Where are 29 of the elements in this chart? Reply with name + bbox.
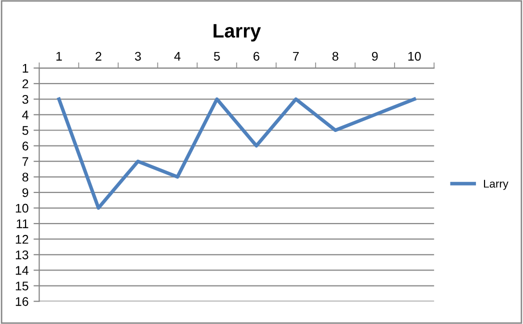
x-tick-label: 9	[372, 52, 378, 61]
y-tick-label: 8	[22, 172, 28, 182]
legend-label: Larry	[484, 180, 508, 190]
y-tick-label: 6	[22, 142, 28, 150]
y-tick-label: 9	[22, 188, 28, 198]
x-tick-label: 3	[134, 52, 141, 61]
y-tick-label: 15	[16, 282, 28, 290]
chart-title: Larry	[214, 24, 261, 42]
y-tick-label: 16	[16, 297, 28, 306]
x-tick-label: 7	[293, 52, 299, 61]
y-tick-label: 2	[22, 79, 28, 88]
y-tick-label: 11	[16, 219, 28, 228]
x-tick-label: 6	[254, 52, 260, 61]
line-series	[57, 97, 416, 210]
y-tick-label: 3	[22, 94, 28, 104]
y-tick-label: 10	[16, 204, 28, 213]
x-tick-label: 5	[214, 52, 220, 61]
x-tick-label: 1	[56, 52, 62, 61]
x-tick-label: 4	[174, 52, 181, 61]
y-tick-label: 13	[16, 250, 28, 260]
x-tick-label: 2	[96, 52, 102, 61]
y-tick-label: 1	[22, 64, 28, 73]
y-tick-label: 7	[22, 157, 28, 166]
y-tick-label: 14	[16, 266, 28, 275]
y-tick-label: 5	[22, 126, 28, 135]
x-tick-label: 8	[332, 52, 338, 61]
y-tick-label: 4	[22, 110, 28, 120]
x-tick-label: 10	[408, 52, 421, 61]
y-tick-label: 12	[16, 234, 28, 244]
